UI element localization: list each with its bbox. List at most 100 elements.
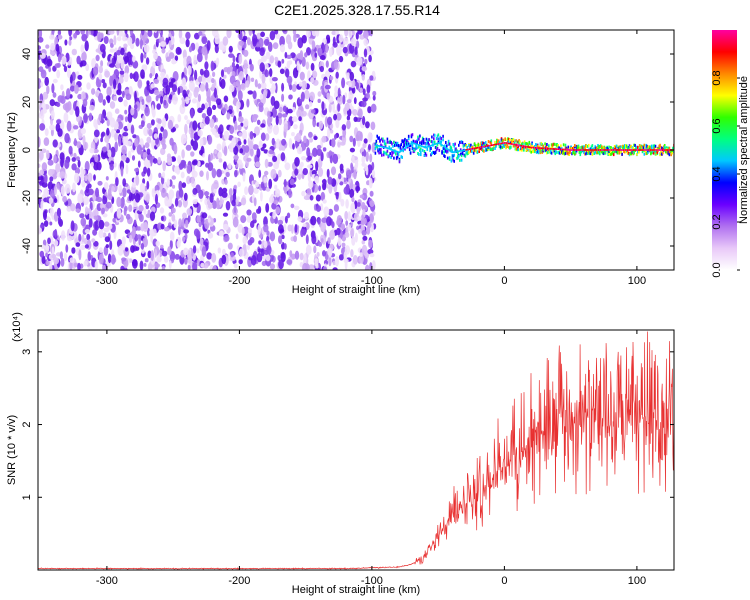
heatmap-signal-cell: [523, 148, 525, 152]
heatmap-noise-cell: [238, 70, 244, 81]
heatmap-signal-cell: [623, 145, 625, 149]
heatmap-signal-core: [421, 145, 424, 148]
heatmap-signal-cell: [481, 147, 483, 151]
heatmap-signal-core: [410, 142, 413, 145]
heatmap-noise-cell: [238, 53, 243, 65]
heatmap-signal-cell: [530, 143, 532, 147]
heatmap-noise-cell: [193, 54, 198, 66]
heatmap-signal-cell: [378, 151, 380, 155]
heatmap-noise-cell: [168, 81, 174, 88]
heatmap-signal-core: [394, 150, 396, 152]
heatmap-signal-cell: [406, 139, 408, 143]
heatmap-noise-cell: [135, 37, 140, 47]
heatmap-noise-cell: [361, 229, 367, 236]
snr-series-line: [38, 331, 674, 570]
heatmap-noise-cell: [103, 182, 109, 190]
heatmap-noise-cell: [122, 90, 125, 98]
heatmap-signal-core: [632, 149, 634, 151]
heatmap-signal-core: [513, 143, 516, 146]
x-tick-label: -100: [361, 275, 383, 287]
heatmap-noise-cell: [321, 135, 327, 143]
heatmap-noise-cell: [281, 82, 285, 92]
heatmap-noise-cell: [48, 66, 52, 73]
heatmap-noise-cell: [302, 262, 308, 270]
heatmap-signal-cell: [481, 141, 483, 145]
heatmap-noise-cell: [278, 224, 284, 234]
heatmap-signal-core: [452, 151, 455, 153]
heatmap-signal-core: [439, 143, 442, 145]
heatmap-signal-core: [573, 149, 575, 151]
heatmap-noise-cell: [153, 89, 160, 96]
heatmap-signal-core: [465, 149, 467, 151]
heatmap-signal-cell: [442, 134, 444, 138]
heatmap-noise-cell: [225, 200, 231, 211]
heatmap-signal-cell: [569, 150, 571, 154]
heatmap-signal-cell: [418, 152, 420, 156]
heatmap-signal-core: [403, 148, 405, 150]
heatmap-noise-cell: [147, 227, 150, 237]
heatmap-signal-cell: [591, 144, 594, 148]
heatmap-signal-core: [501, 142, 504, 145]
heatmap-noise-cell: [242, 172, 246, 182]
heatmap-noise-cell: [41, 182, 48, 188]
heatmap-signal-cell: [511, 139, 514, 143]
heatmap-noise-cell: [346, 169, 352, 179]
heatmap-noise-cell: [214, 87, 217, 98]
heatmap-noise-cell: [143, 166, 148, 174]
heatmap-signal-cell: [597, 144, 599, 147]
heatmap-noise-cell: [102, 82, 107, 89]
heatmap-signal-cell: [464, 143, 467, 146]
heatmap-signal-cell: [638, 144, 641, 148]
heatmap-noise-cell: [161, 250, 168, 257]
heatmap-signal-cell: [407, 137, 410, 141]
heatmap-signal-cell: [631, 146, 634, 150]
heatmap-noise-cell: [322, 199, 327, 204]
heatmap-signal-cell: [608, 145, 610, 149]
heatmap-noise-cell: [193, 87, 199, 98]
heatmap-noise-cell: [107, 193, 113, 201]
heatmap-noise-cell: [199, 149, 204, 156]
heatmap-noise-cell: [92, 229, 98, 236]
heatmap-signal-cell: [519, 140, 521, 144]
heatmap-signal-cell: [540, 141, 543, 145]
heatmap-noise-cell: [253, 197, 257, 207]
heatmap-signal-cell: [579, 146, 582, 150]
heatmap-noise-cell: [361, 192, 368, 201]
heatmap-signal-cell: [672, 146, 674, 150]
heatmap-noise-cell: [249, 148, 254, 157]
heatmap-signal-cell: [609, 153, 611, 156]
heatmap-noise-cell: [60, 185, 65, 197]
heatmap-signal-cell: [429, 146, 431, 150]
heatmap-noise-cell: [55, 163, 61, 173]
heatmap-noise-cell: [179, 37, 186, 45]
heatmap-signal-cell: [533, 149, 535, 153]
heatmap-noise-cell: [246, 215, 252, 223]
heatmap-signal-cell: [473, 142, 476, 146]
heatmap-signal-cell: [640, 145, 643, 149]
heatmap-noise-cell: [79, 62, 83, 67]
heatmap-noise-cell: [181, 77, 187, 87]
heatmap-noise-cell: [278, 116, 283, 126]
heatmap-signal-core: [514, 143, 517, 146]
heatmap-noise-cell: [356, 202, 361, 207]
heatmap-signal-core: [668, 149, 671, 151]
heatmap-signal-core: [542, 147, 544, 150]
heatmap-noise-cell: [166, 155, 173, 166]
heatmap-signal-cell: [628, 145, 631, 149]
heatmap-signal-core: [376, 144, 378, 147]
heatmap-noise-cell: [143, 159, 150, 167]
heatmap-signal-cell: [633, 143, 635, 147]
heatmap-signal-cell: [386, 149, 389, 153]
heatmap-signal-cell: [471, 149, 473, 153]
heatmap-signal-cell: [603, 150, 606, 154]
heatmap-signal-cell: [541, 143, 544, 147]
heatmap-signal-cell: [560, 144, 562, 148]
heatmap-signal-core: [628, 149, 631, 151]
heatmap-signal-cell: [405, 144, 407, 147]
heatmap-signal-cell: [508, 137, 510, 141]
heatmap-signal-core: [664, 149, 667, 151]
heatmap-noise-cell: [260, 132, 266, 141]
heatmap-signal-cell: [613, 150, 616, 154]
heatmap-noise-cell: [259, 47, 265, 56]
